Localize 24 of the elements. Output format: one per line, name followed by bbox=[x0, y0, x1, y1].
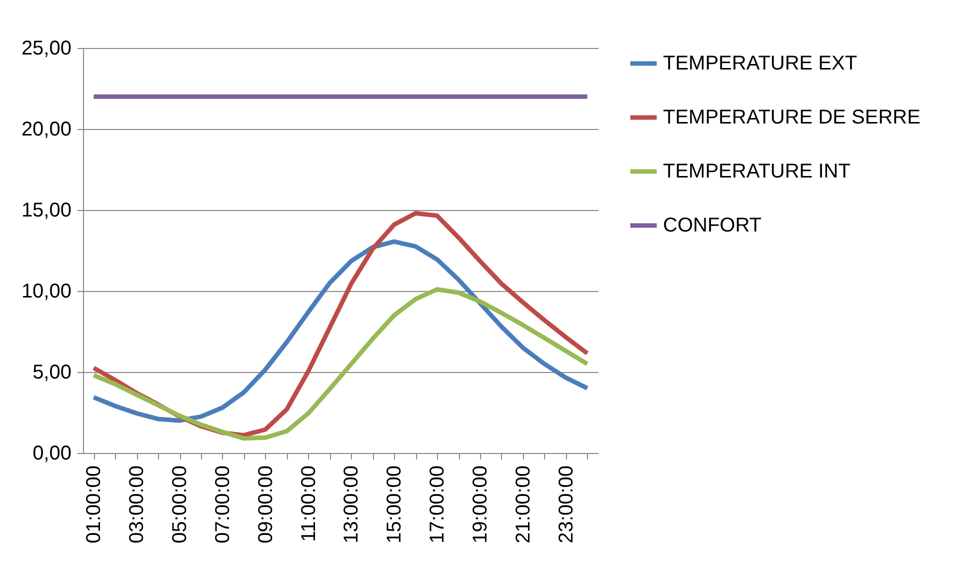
line-series bbox=[91, 239, 590, 423]
line-series bbox=[91, 287, 590, 441]
x-tick-label: 05:00:00 bbox=[169, 466, 192, 544]
x-tick-label: 23:00:00 bbox=[555, 466, 578, 544]
x-tick-label: 15:00:00 bbox=[384, 466, 406, 544]
x-tick-label: 17:00:00 bbox=[426, 466, 449, 544]
y-tick-label: 15,00 bbox=[21, 200, 72, 222]
x-tick-label: 21:00:00 bbox=[512, 466, 534, 544]
x-tick-label: 03:00:00 bbox=[126, 466, 148, 544]
x-tick-label: 09:00:00 bbox=[254, 466, 277, 544]
x-tick-label: 13:00:00 bbox=[340, 466, 363, 544]
x-tick-label: 01:00:00 bbox=[83, 466, 106, 544]
x-tick-label: 19:00:00 bbox=[469, 466, 492, 544]
y-tick-label: 5,00 bbox=[32, 362, 72, 384]
legend-label: TEMPERATURE EXT bbox=[663, 52, 858, 74]
x-tick-label: 07:00:00 bbox=[212, 466, 234, 544]
y-tick-label: 0,00 bbox=[32, 442, 72, 464]
legend-label: TEMPERATURE INT bbox=[663, 160, 850, 182]
y-tick-label: 25,00 bbox=[21, 38, 72, 60]
y-tick-label: 10,00 bbox=[21, 280, 72, 302]
y-tick-label: 20,00 bbox=[21, 118, 72, 140]
legend-label: CONFORT bbox=[663, 214, 762, 236]
x-tick-label: 11:00:00 bbox=[298, 466, 320, 542]
legend-label: TEMPERATURE DE SERRE bbox=[663, 106, 920, 128]
